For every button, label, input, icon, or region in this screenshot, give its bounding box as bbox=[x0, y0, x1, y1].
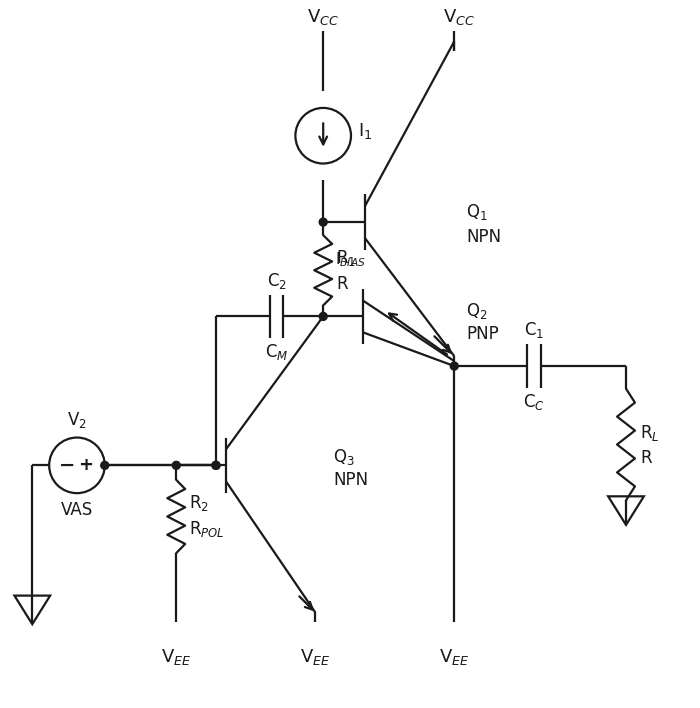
Text: I$_{BIAS}$: I$_{BIAS}$ bbox=[335, 250, 366, 268]
Circle shape bbox=[450, 362, 459, 370]
Text: Q$_1$: Q$_1$ bbox=[466, 202, 488, 222]
Text: C$_C$: C$_C$ bbox=[523, 392, 545, 412]
Text: R: R bbox=[640, 450, 652, 467]
Text: V$_2$: V$_2$ bbox=[67, 410, 87, 430]
Text: +: + bbox=[78, 457, 93, 474]
Circle shape bbox=[212, 462, 220, 469]
Text: Q$_2$: Q$_2$ bbox=[466, 302, 488, 321]
Text: V$_{EE}$: V$_{EE}$ bbox=[439, 647, 470, 667]
Text: R$_{POL}$: R$_{POL}$ bbox=[189, 519, 225, 539]
Text: NPN: NPN bbox=[333, 472, 368, 489]
Text: I$_1$: I$_1$ bbox=[358, 121, 372, 141]
Text: V$_{CC}$: V$_{CC}$ bbox=[307, 6, 340, 26]
Text: R: R bbox=[336, 275, 348, 292]
Text: PNP: PNP bbox=[466, 325, 499, 343]
Text: VAS: VAS bbox=[61, 501, 93, 519]
Circle shape bbox=[101, 462, 108, 469]
Text: C$_2$: C$_2$ bbox=[267, 270, 286, 290]
Circle shape bbox=[319, 218, 327, 226]
Circle shape bbox=[172, 462, 180, 469]
Text: V$_{EE}$: V$_{EE}$ bbox=[161, 647, 192, 667]
Circle shape bbox=[212, 462, 220, 469]
Text: −: − bbox=[59, 456, 75, 475]
Text: C$_M$: C$_M$ bbox=[265, 342, 288, 362]
Text: R$_2$: R$_2$ bbox=[189, 493, 209, 513]
Text: NPN: NPN bbox=[466, 228, 501, 246]
Text: Q$_3$: Q$_3$ bbox=[333, 447, 355, 467]
Text: C$_1$: C$_1$ bbox=[524, 320, 544, 341]
Text: V$_{EE}$: V$_{EE}$ bbox=[300, 647, 330, 667]
Text: R$_1$: R$_1$ bbox=[336, 248, 356, 268]
Text: R$_L$: R$_L$ bbox=[640, 423, 659, 442]
Circle shape bbox=[319, 312, 327, 321]
Text: V$_{CC}$: V$_{CC}$ bbox=[443, 6, 475, 26]
